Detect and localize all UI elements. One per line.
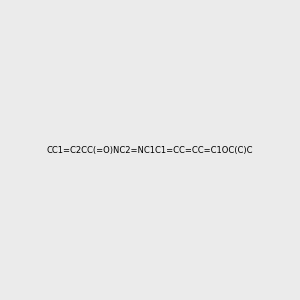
Text: CC1=C2CC(=O)NC2=NC1C1=CC=CC=C1OC(C)C: CC1=C2CC(=O)NC2=NC1C1=CC=CC=C1OC(C)C — [47, 146, 253, 154]
